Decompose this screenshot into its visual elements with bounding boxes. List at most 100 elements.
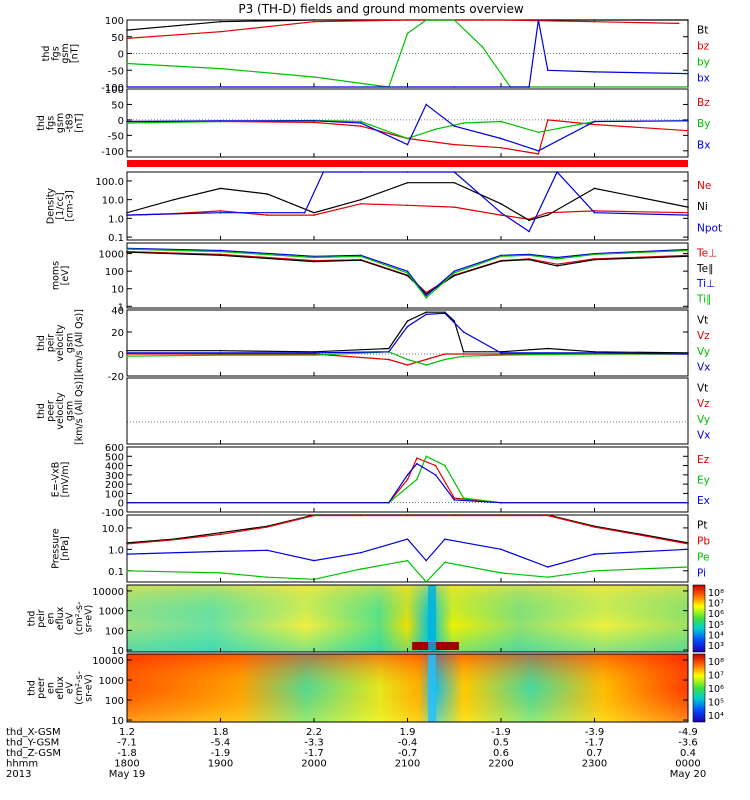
- y-axis-label: gsm: [55, 113, 66, 133]
- y-tick-label: 0: [118, 350, 124, 361]
- data-point: [593, 553, 596, 555]
- data-point: [425, 581, 428, 583]
- colorbar-label: 10⁵: [708, 620, 724, 631]
- data-point: [406, 274, 409, 277]
- data-point: [359, 259, 362, 262]
- data-point: [462, 355, 465, 358]
- data-point: [593, 253, 596, 256]
- data-point: [500, 146, 502, 149]
- data-point: [687, 206, 689, 208]
- data-point: [444, 561, 446, 564]
- y-tick-label: 10: [111, 285, 124, 296]
- y-tick-label: 20: [111, 328, 124, 339]
- data-point: [500, 214, 502, 216]
- legend-entry: Pe: [697, 551, 709, 563]
- y-axis-label: en: [46, 613, 57, 625]
- data-point: [453, 514, 456, 517]
- data-point: [313, 351, 315, 353]
- data-point: [528, 254, 530, 257]
- data-point: [359, 120, 362, 123]
- legend-entry: Bt: [697, 25, 708, 37]
- data-point: [687, 543, 689, 545]
- panel-frame: [126, 514, 689, 583]
- data-point: [406, 19, 409, 21]
- data-point: [593, 120, 596, 123]
- colorbar-label: 10⁷: [708, 599, 724, 610]
- legend-entry: By: [697, 118, 710, 130]
- data-point: [406, 538, 409, 540]
- y-axis-label: velocity: [55, 392, 66, 430]
- series-line-fgs_t89-Bz: [127, 119, 689, 155]
- data-point: [313, 514, 315, 517]
- data-point: [126, 501, 128, 504]
- data-point: [453, 499, 456, 501]
- data-point: [416, 462, 418, 465]
- legend-entry: Vx: [697, 362, 710, 374]
- y-axis-label: thd: [27, 611, 38, 627]
- legend-entry: Ne: [697, 180, 711, 192]
- data-point: [406, 358, 409, 361]
- y-tick-label: 100: [105, 489, 124, 500]
- data-point: [500, 572, 502, 574]
- data-point: [434, 474, 437, 476]
- data-point: [500, 501, 502, 504]
- y-axis-label: [nPa]: [60, 536, 71, 561]
- data-point: [219, 550, 222, 553]
- legend-entry: Vy: [697, 346, 710, 358]
- y-tick-label: 1.0: [108, 214, 124, 225]
- data-point: [219, 533, 222, 536]
- legend-entry: by: [697, 56, 710, 68]
- data-point: [444, 353, 446, 355]
- x-tick-label: -1.7: [585, 738, 605, 749]
- y-axis-label: eV: [65, 681, 76, 694]
- y-tick-label: 200: [105, 480, 124, 491]
- y-tick-label: 500: [105, 452, 124, 463]
- data-point: [500, 514, 502, 517]
- data-point: [453, 206, 456, 208]
- y-tick-label: 50: [111, 100, 124, 111]
- series-line-pressure-Pi: [126, 538, 689, 568]
- y-axis-label: eflux: [55, 606, 66, 630]
- data-point: [593, 569, 596, 572]
- y-axis-label: thd: [41, 46, 52, 62]
- data-point: [219, 187, 222, 190]
- legend-entry: Ti∥: [696, 294, 711, 306]
- data-point: [266, 576, 269, 579]
- colorbar-label: 10⁶: [708, 684, 724, 695]
- data-point: [266, 214, 269, 216]
- data-point: [687, 255, 689, 258]
- data-point: [593, 71, 596, 73]
- data-point: [425, 358, 428, 361]
- colorbar-label: 10⁴: [708, 711, 724, 722]
- series-line-temp-Ti⊥: [126, 247, 689, 297]
- legend-entry: Ti⊥: [696, 278, 715, 290]
- legend-entry: Pi: [697, 567, 706, 579]
- y-tick-label: 600: [105, 443, 124, 454]
- colorbar-label: 10⁶: [708, 609, 724, 620]
- data-point: [313, 120, 315, 122]
- y-axis-label: Density: [46, 188, 57, 224]
- y-tick-label: 10: [111, 646, 124, 657]
- data-point: [219, 572, 222, 574]
- data-point: [425, 294, 428, 297]
- data-point: [406, 137, 409, 140]
- data-point: [126, 122, 128, 124]
- y-axis-label: [mV/m]: [60, 462, 71, 498]
- data-point: [444, 464, 446, 467]
- data-point: [406, 171, 409, 173]
- data-point: [266, 549, 269, 552]
- data-point: [313, 19, 315, 21]
- data-point: [126, 248, 128, 250]
- y-tick-label: -20: [108, 372, 124, 383]
- data-point: [593, 258, 596, 261]
- legend-entry: Bx: [697, 139, 710, 151]
- y-axis-label: gsm: [65, 401, 76, 421]
- spectrogram-electron-overlay: [127, 654, 688, 722]
- data-point: [219, 254, 222, 257]
- data-point: [219, 352, 222, 354]
- data-point: [546, 119, 549, 121]
- series-line-efield-Ex: [127, 462, 688, 504]
- x-tick-label: -0.4: [398, 738, 418, 749]
